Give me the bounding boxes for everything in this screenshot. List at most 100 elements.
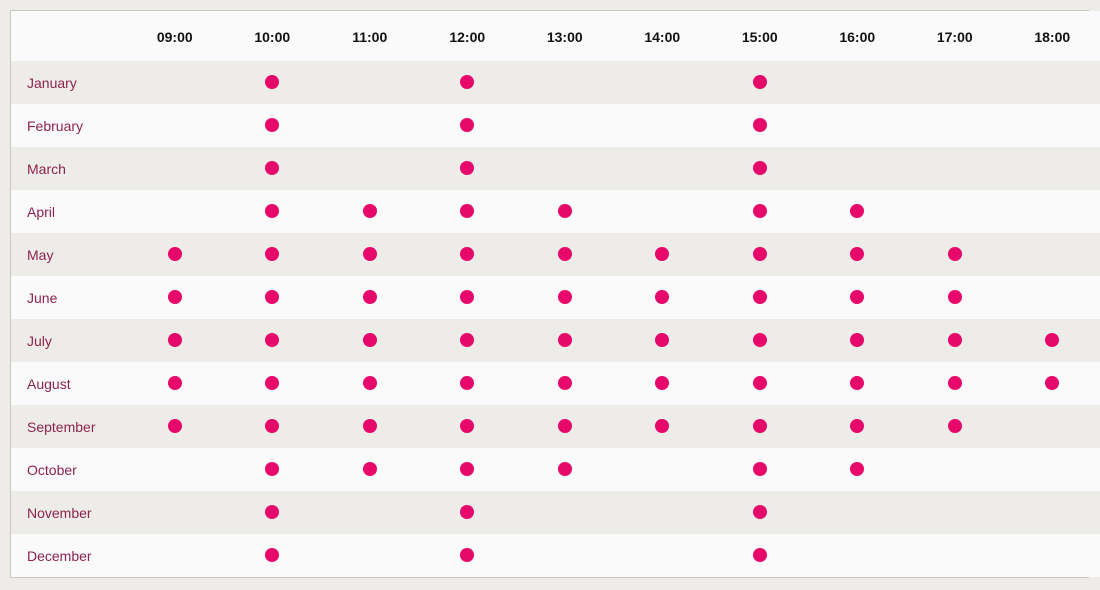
table-row: March xyxy=(11,147,1100,190)
availability-dot-icon xyxy=(460,290,475,305)
availability-dot-icon xyxy=(752,247,767,262)
availability-dot-icon xyxy=(167,376,182,391)
availability-dot-icon xyxy=(752,376,767,391)
time-slot-cell xyxy=(906,448,1004,491)
time-slot-cell xyxy=(321,405,419,448)
availability-dot-icon xyxy=(460,204,475,219)
availability-dot-icon xyxy=(557,290,572,305)
time-slot-cell xyxy=(126,491,224,534)
time-slot-cell xyxy=(419,405,517,448)
availability-dot-icon xyxy=(265,333,280,348)
time-slot-cell xyxy=(1004,233,1100,276)
availability-dot-icon xyxy=(655,376,670,391)
availability-dot-icon xyxy=(265,75,280,90)
availability-dot-icon xyxy=(752,161,767,176)
month-label: October xyxy=(27,461,77,478)
time-slot-cell xyxy=(809,448,907,491)
time-slot-cell xyxy=(614,534,712,577)
time-slot-cell xyxy=(809,491,907,534)
time-slot-cell xyxy=(419,190,517,233)
availability-dot-icon xyxy=(167,247,182,262)
time-slot-cell xyxy=(1004,405,1100,448)
time-slot-cell xyxy=(1004,534,1100,577)
month-label: January xyxy=(27,74,77,91)
time-slot-cell xyxy=(224,233,322,276)
availability-dot-icon xyxy=(460,548,475,563)
availability-dot-icon xyxy=(947,247,962,262)
time-header: 14:00 xyxy=(644,29,681,45)
corner-cell xyxy=(11,11,126,61)
time-header: 13:00 xyxy=(546,29,583,45)
time-slot-cell xyxy=(516,319,614,362)
time-slot-cell xyxy=(614,147,712,190)
availability-dot-icon xyxy=(557,462,572,477)
time-slot-cell xyxy=(126,405,224,448)
time-header: 10:00 xyxy=(254,29,291,45)
time-slot-cell xyxy=(321,534,419,577)
availability-dot-icon xyxy=(752,505,767,520)
time-slot-cell xyxy=(126,61,224,104)
time-slot-cell xyxy=(1004,491,1100,534)
month-label: July xyxy=(27,332,52,349)
time-slot-cell xyxy=(419,147,517,190)
time-slot-cell xyxy=(224,405,322,448)
availability-dot-icon xyxy=(362,290,377,305)
table-row: June xyxy=(11,276,1100,319)
availability-dot-icon xyxy=(850,419,865,434)
table-row: August xyxy=(11,362,1100,405)
availability-dot-icon xyxy=(460,505,475,520)
time-slot-cell xyxy=(516,104,614,147)
time-slot-cell xyxy=(809,104,907,147)
time-header: 16:00 xyxy=(839,29,876,45)
availability-dot-icon xyxy=(265,548,280,563)
availability-dot-icon xyxy=(850,333,865,348)
month-label: December xyxy=(27,547,92,564)
time-slot-cell xyxy=(321,104,419,147)
time-slot-cell xyxy=(809,147,907,190)
time-slot-cell xyxy=(1004,448,1100,491)
availability-dot-icon xyxy=(362,376,377,391)
time-slot-cell xyxy=(1004,190,1100,233)
time-slot-cell xyxy=(906,534,1004,577)
time-header: 11:00 xyxy=(352,29,388,45)
time-slot-cell xyxy=(419,104,517,147)
time-slot-cell xyxy=(224,147,322,190)
availability-dot-icon xyxy=(557,419,572,434)
month-label: April xyxy=(27,203,56,220)
availability-dot-icon xyxy=(557,247,572,262)
availability-dot-icon xyxy=(752,333,767,348)
time-slot-cell xyxy=(321,276,419,319)
availability-dot-icon xyxy=(265,161,280,176)
availability-dot-icon xyxy=(947,290,962,305)
time-header: 18:00 xyxy=(1034,29,1071,45)
time-slot-cell xyxy=(516,276,614,319)
month-label: November xyxy=(27,504,92,521)
time-slot-cell xyxy=(419,319,517,362)
availability-dot-icon xyxy=(655,290,670,305)
time-slot-cell xyxy=(809,319,907,362)
time-slot-cell xyxy=(224,319,322,362)
time-slot-cell xyxy=(321,61,419,104)
availability-dot-icon xyxy=(655,333,670,348)
table-row: December xyxy=(11,534,1100,577)
availability-dot-icon xyxy=(752,204,767,219)
time-slot-cell xyxy=(126,104,224,147)
time-slot-cell xyxy=(1004,362,1100,405)
month-label: August xyxy=(27,375,71,392)
table-row: April xyxy=(11,190,1100,233)
time-slot-cell xyxy=(224,491,322,534)
time-slot-cell xyxy=(614,362,712,405)
availability-dot-icon xyxy=(460,419,475,434)
time-header: 17:00 xyxy=(936,29,973,45)
availability-dot-icon xyxy=(167,419,182,434)
time-slot-cell xyxy=(614,405,712,448)
time-slot-cell xyxy=(516,448,614,491)
time-slot-cell xyxy=(711,319,809,362)
time-slot-cell xyxy=(1004,319,1100,362)
time-slot-cell xyxy=(809,405,907,448)
month-label: May xyxy=(27,246,54,263)
availability-dot-icon xyxy=(460,161,475,176)
availability-dot-icon xyxy=(167,333,182,348)
time-slot-cell xyxy=(516,491,614,534)
availability-dot-icon xyxy=(167,290,182,305)
